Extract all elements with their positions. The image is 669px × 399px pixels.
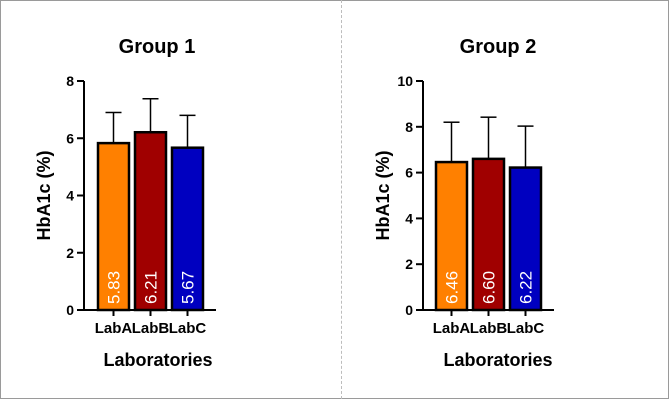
bar-value-label: 6.21 [142, 271, 161, 304]
x-tick-label: LabB [470, 320, 508, 337]
y-tick-label: 4 [405, 210, 413, 226]
bar-value-label: 6.22 [517, 271, 536, 304]
bar-value-label: 6.46 [443, 271, 462, 304]
x-tick-label: LabB [132, 320, 170, 337]
y-tick-label: 0 [66, 302, 74, 318]
bar-labb [471, 157, 506, 312]
bar-value-label: 5.83 [105, 271, 124, 304]
panel-divider [341, 0, 342, 399]
bar-labc [508, 166, 543, 312]
x-tick-label: LabC [169, 320, 207, 337]
bar-labb [133, 130, 168, 312]
y-tick-label: 4 [66, 188, 74, 204]
y-tick-label: 2 [405, 256, 413, 272]
x-axis-title: Laboratories [443, 350, 552, 370]
y-axis-title: HbA1c (%) [373, 150, 393, 240]
y-tick-label: 6 [66, 130, 74, 146]
x-tick-label: LabA [95, 320, 133, 337]
bar-value-label: 6.60 [480, 271, 499, 304]
y-tick-label: 8 [405, 119, 413, 135]
y-tick-label: 0 [405, 302, 413, 318]
x-axis-title: Laboratories [103, 350, 212, 370]
y-axis-title: HbA1c (%) [34, 150, 54, 240]
x-tick-label: LabC [507, 320, 545, 337]
y-tick-label: 8 [66, 73, 74, 89]
chart-title: Group 1 [119, 36, 196, 58]
y-tick-label: 2 [66, 245, 74, 261]
chart-title: Group 2 [460, 36, 537, 58]
y-tick-label: 10 [397, 73, 413, 89]
bar-labc [170, 146, 205, 312]
bar-laba [434, 160, 469, 312]
y-tick-label: 6 [405, 165, 413, 181]
bar-laba [96, 141, 131, 312]
bar-value-label: 5.67 [179, 271, 198, 304]
x-tick-label: LabA [433, 320, 471, 337]
